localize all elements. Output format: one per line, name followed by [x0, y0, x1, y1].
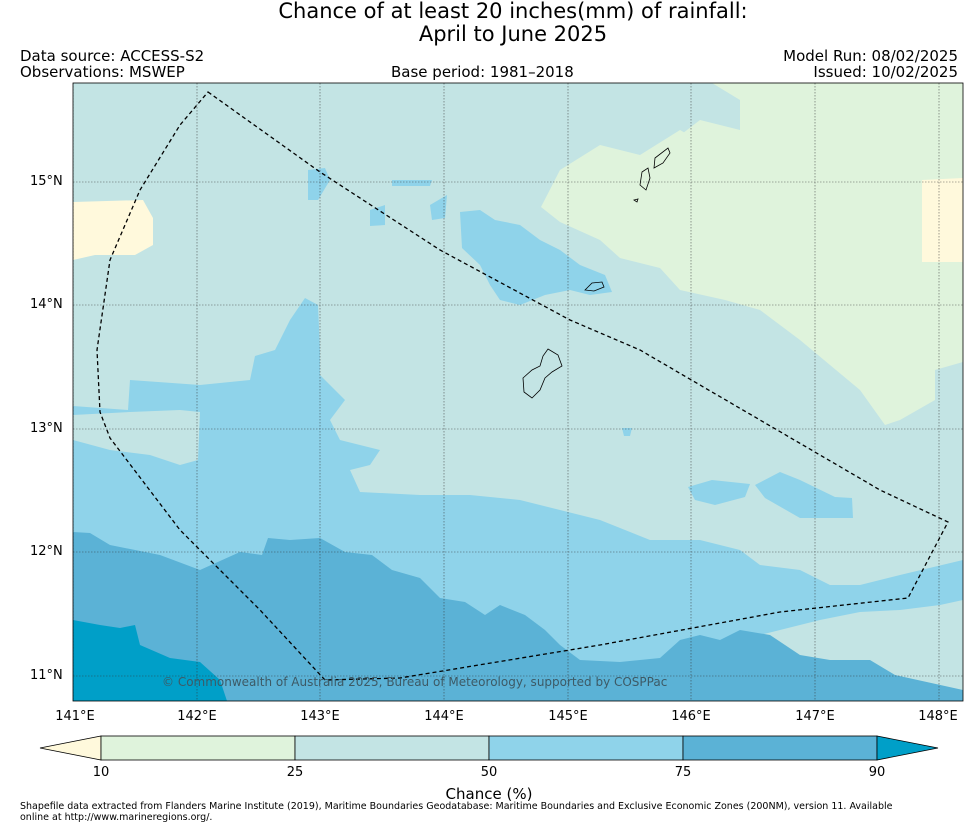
band-10-25-northeast [541, 83, 963, 425]
colorbar-title: Chance (%) [445, 785, 533, 803]
island-saipan [653, 147, 671, 169]
band-50-75-blob-3 [392, 180, 432, 186]
colorbar-tick: 75 [674, 765, 692, 780]
island-tinian [639, 167, 651, 191]
lon-label: 141°E [55, 709, 95, 724]
island-guam [522, 348, 563, 399]
colorbar-tick: 25 [286, 765, 304, 780]
lon-label: 148°E [918, 709, 958, 724]
band-50-75-blob-2 [370, 205, 385, 226]
colorbar-bin-lt10 [39, 735, 102, 761]
plot-frame [72, 82, 964, 702]
lat-label: 11°N [30, 668, 63, 683]
band-gt90-southwest [73, 620, 227, 701]
lon-label: 147°E [795, 709, 835, 724]
colorbar-bin-50-75 [488, 735, 684, 761]
lat-label: 14°N [30, 297, 63, 312]
data-source-text: Data source: ACCESS-S2 [20, 47, 205, 65]
lon-label: 142°E [177, 709, 217, 724]
model-run-text: Model Run: 08/02/2025 [783, 47, 958, 65]
colorbar-tick: 10 [92, 765, 110, 780]
lat-label: 12°N [30, 544, 63, 559]
band-lt10-west [73, 200, 153, 260]
band-50-75-blob-5 [688, 480, 750, 505]
lat-label: 15°N [30, 174, 63, 189]
map-plot-area [73, 83, 963, 701]
observations-text: Observations: MSWEP [20, 63, 185, 81]
colorbar-bin-25-50 [294, 735, 490, 761]
band-50-75-blob-4 [430, 195, 447, 220]
band-lt10-east [922, 178, 963, 262]
colorbar [39, 735, 939, 761]
copyright-text: © Commonwealth of Australia 2025, Bureau… [162, 675, 668, 689]
colorbar-tick: 90 [868, 765, 886, 780]
graticule [73, 83, 963, 701]
lat-label: 13°N [30, 421, 63, 436]
lon-label: 146°E [671, 709, 711, 724]
island-aguijan [633, 198, 639, 203]
lon-label: 145°E [548, 709, 588, 724]
issued-text: Issued: 10/02/2025 [813, 63, 958, 81]
colorbar-tick: 50 [480, 765, 498, 780]
colorbar-bin-10-25 [100, 735, 296, 761]
lon-label: 143°E [300, 709, 340, 724]
island-outlines [522, 147, 671, 399]
lon-label: 144°E [424, 709, 464, 724]
colorbar-bin-gt90 [876, 735, 939, 761]
colorbar-bin-75-90 [682, 735, 878, 761]
band-75-90-south [73, 532, 963, 701]
map-title-line2: April to June 2025 [418, 22, 608, 46]
base-period-text: Base period: 1981–2018 [391, 63, 574, 81]
band-50-75-blob-1 [308, 168, 330, 200]
band-50-75-blob-6 [755, 472, 853, 518]
island-rota [584, 281, 605, 292]
band-50-75-blob-7 [622, 428, 632, 436]
map-title-line1: Chance of at least 20 inches(mm) of rain… [278, 0, 748, 23]
footnote-text: Shapefile data extracted from Flanders M… [20, 801, 893, 823]
